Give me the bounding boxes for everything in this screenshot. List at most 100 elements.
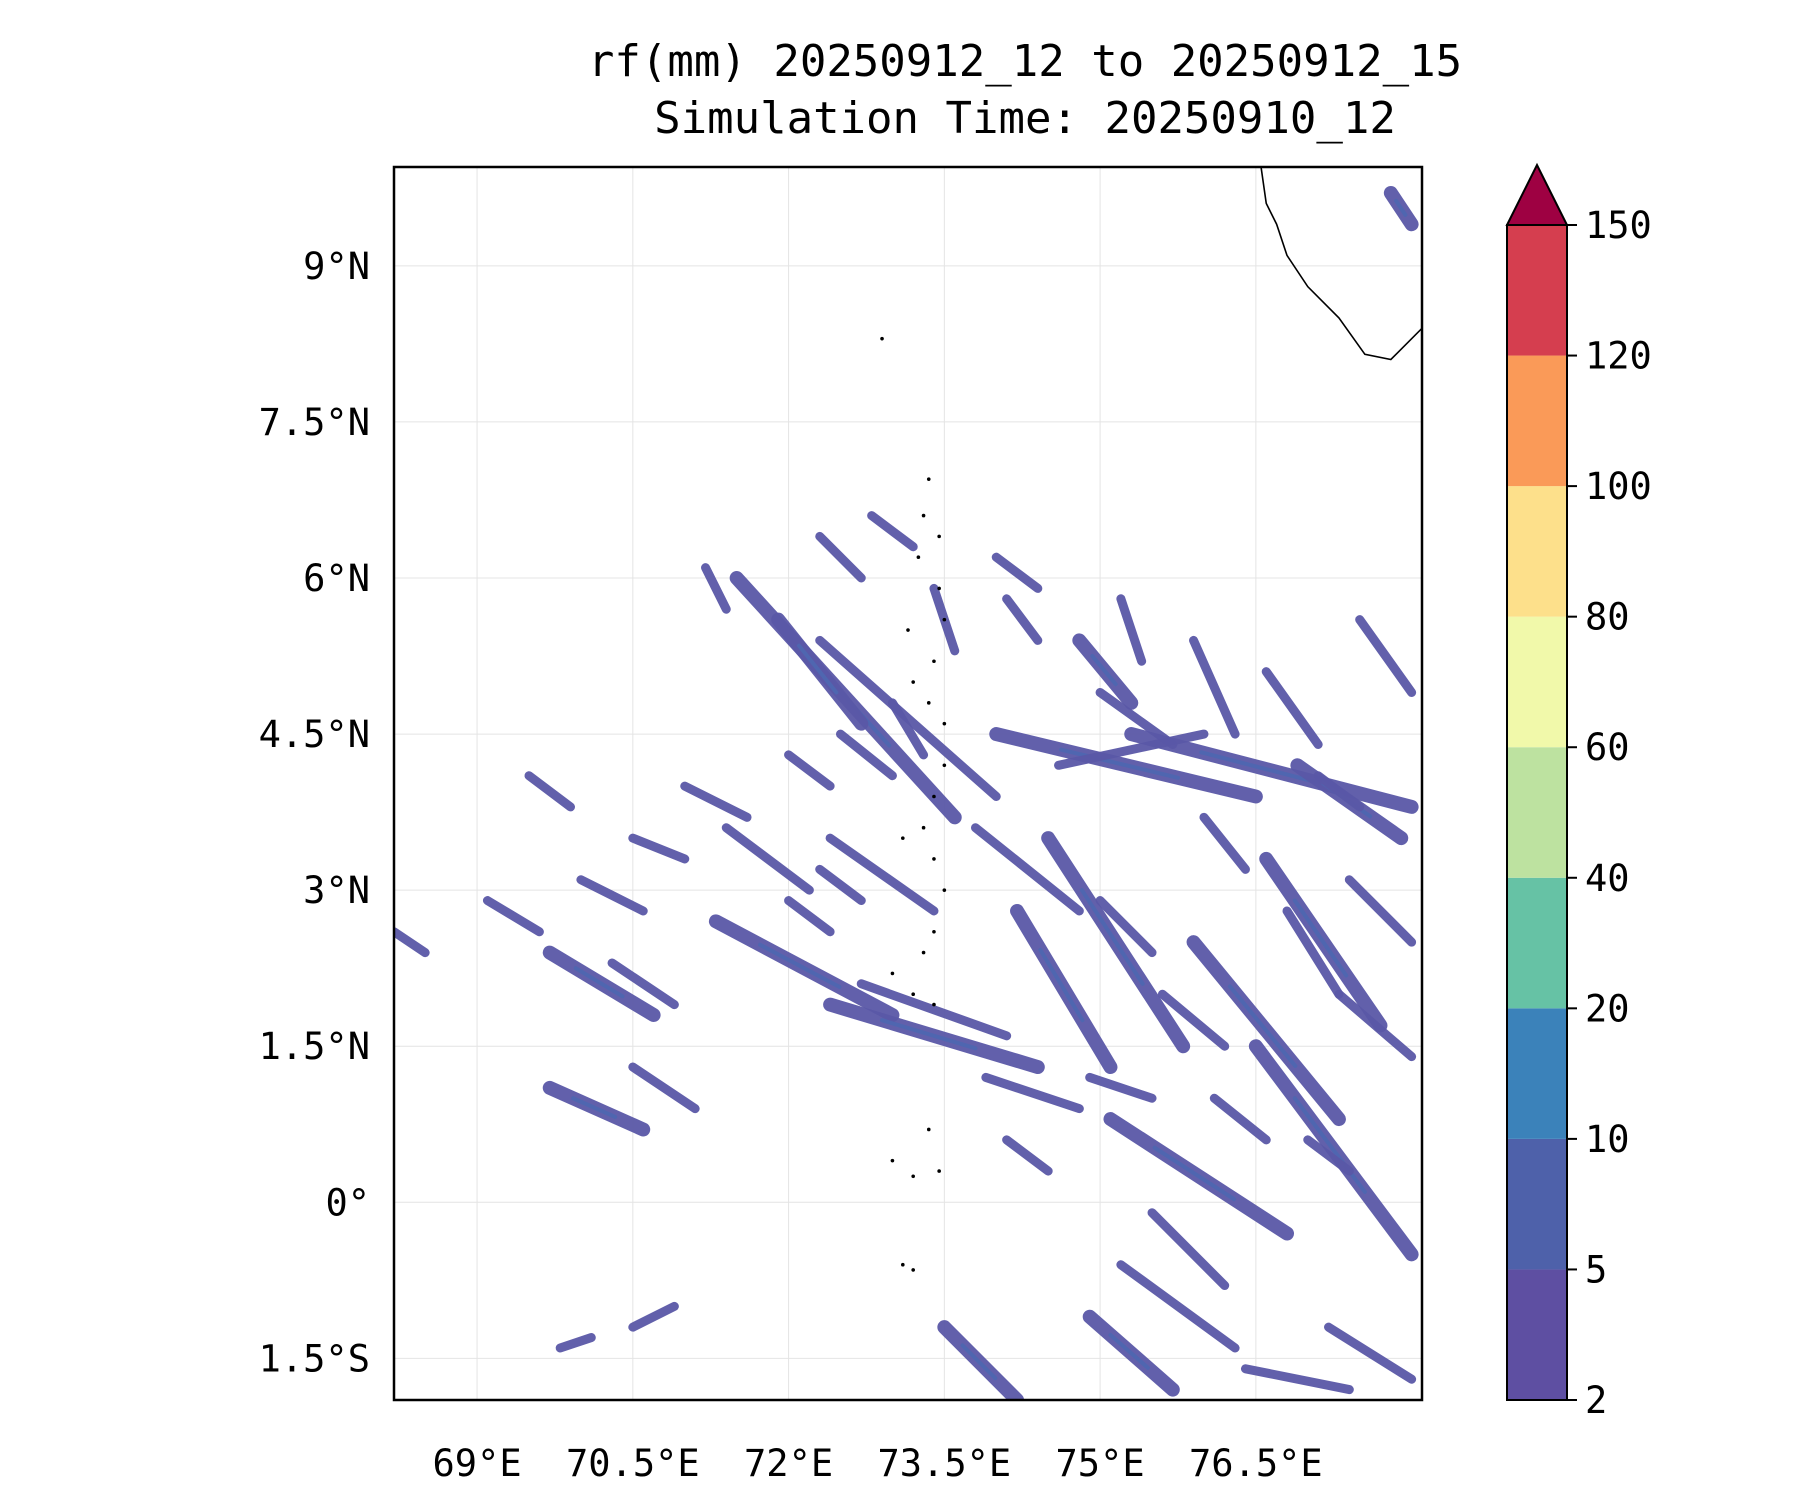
lat-tick-label: 3°N (303, 869, 370, 912)
rainfall-band (628, 1062, 700, 1114)
colorbar-tick-label: 20 (1585, 987, 1630, 1030)
rainfall-band (680, 781, 752, 822)
rainfall-band (1002, 1135, 1053, 1176)
rainfall-band (1157, 989, 1230, 1051)
rainfall-band-core (1292, 898, 1349, 978)
colorbar-tick-label: 60 (1585, 726, 1630, 769)
rainfall-band (867, 511, 918, 552)
colorbar-segment (1507, 486, 1567, 617)
island-dot (911, 1268, 915, 1272)
lat-tick-label: 6°N (303, 557, 370, 600)
rainfall-band (1355, 615, 1417, 697)
rainfall-band (784, 750, 835, 791)
latitude-tick-labels: 9°N 7.5°N 6°N 4.5°N 3°N 1.5°N 0° 1.5°S (259, 245, 370, 1381)
rainfall-band (1313, 771, 1365, 812)
island-dot (921, 825, 926, 830)
island-dot (937, 534, 941, 539)
island-dot (937, 1169, 941, 1173)
island-dot (890, 971, 895, 976)
island-dot (901, 1262, 905, 1267)
rainfall-band (1095, 896, 1157, 958)
rainfall-band-core (1394, 198, 1408, 217)
colorbar-tick-label: 100 (1585, 465, 1652, 508)
lat-tick-label: 7.5°N (259, 401, 370, 444)
colorbar-tick-label: 2 (1585, 1379, 1607, 1422)
lon-tick-label: 75°E (1056, 1442, 1145, 1485)
colorbar-segment (1507, 747, 1567, 878)
rainfall-band (1209, 1093, 1271, 1145)
rainfall-band (1324, 1322, 1417, 1384)
island-dot (937, 586, 941, 591)
colorbar-segment (1507, 355, 1567, 487)
map-title-line-1: rf(mm) 20250912_12 to 20250912_15 (587, 36, 1463, 87)
lon-tick-label: 72°E (744, 1442, 833, 1485)
rainfall-band (1261, 667, 1323, 749)
island-dot (911, 1174, 915, 1179)
rainfall-band (524, 771, 576, 812)
rainfall-band-core (1038, 947, 1085, 1023)
island-dot (921, 513, 926, 518)
island-dot (926, 477, 931, 481)
rainfall-band (1002, 594, 1043, 645)
rainfall-band (1240, 1364, 1354, 1395)
colorbar-tick-label: 5 (1585, 1248, 1607, 1291)
rainfall-band (836, 729, 897, 781)
lat-tick-label: 1.5°N (259, 1025, 370, 1068)
lat-tick-label: 0° (325, 1181, 370, 1224)
rainfall-band-core (1292, 1096, 1367, 1194)
rainfall-band (1303, 1135, 1354, 1176)
rainfall-band-core (571, 1096, 618, 1119)
island-dot (932, 857, 936, 861)
lon-tick-label: 70.5°E (566, 1442, 700, 1485)
colorbar-tick-label: 120 (1585, 335, 1652, 378)
rainfall-band (721, 823, 814, 895)
rainfall-band (887, 698, 929, 760)
colorbar-segment (1507, 1269, 1567, 1400)
rainfall-band-core (1227, 984, 1298, 1068)
lon-tick-label: 76.5°E (1189, 1442, 1323, 1485)
island-dot (911, 680, 915, 684)
island-dot (932, 659, 936, 664)
map-frame (392, 165, 1424, 1402)
island-dot (880, 336, 884, 341)
rainfall-band-core (796, 643, 839, 695)
rainfall-band (607, 958, 679, 1010)
coastline-india (1260, 167, 1422, 361)
rainfall-band (825, 833, 939, 916)
map-title-line-2: Simulation Time: 20250910_12 (654, 93, 1396, 144)
lon-tick-label: 69°E (433, 1442, 522, 1485)
colorbar-segment (1507, 616, 1567, 748)
rainfall-band (394, 927, 430, 958)
island-dot (932, 794, 936, 799)
rainfall-band (815, 531, 866, 583)
rainfall-band (1116, 594, 1147, 666)
island-dot (926, 701, 931, 705)
colorbar-extend-arrow (1505, 162, 1569, 226)
colorbar-tick-label: 80 (1585, 596, 1630, 639)
rainfall-band (1334, 989, 1417, 1062)
island-dot (890, 1158, 895, 1163)
rainfall-band-core (1079, 888, 1145, 986)
lat-tick-label: 1.5°S (259, 1337, 370, 1380)
rainfall-band-core (1090, 654, 1118, 687)
rainfall-band (1095, 687, 1178, 749)
rainfall-band (1189, 635, 1240, 739)
island-dot (942, 888, 947, 892)
rainfall-band (555, 1333, 596, 1353)
colorbar-segment (1507, 877, 1567, 1009)
rainfall-band-core (758, 942, 842, 989)
lon-tick-label: 73.5°E (878, 1442, 1012, 1485)
rainfall-band (482, 896, 544, 937)
island-dot (942, 763, 947, 768)
rainfall-band (701, 563, 731, 614)
rainfall-band (1282, 906, 1344, 999)
rainfall-band (628, 1301, 679, 1332)
longitude-tick-labels: 69°E 70.5°E 72°E 73.5°E 75°E 76.5°E (433, 1442, 1323, 1485)
rainfall-band-core (880, 1018, 978, 1051)
rainfall-band (784, 896, 835, 937)
lat-tick-label: 9°N (303, 245, 370, 288)
rainfall-band (1344, 875, 1417, 947)
rainfall-band (815, 864, 866, 906)
colorbar-tick-label: 150 (1585, 204, 1652, 247)
